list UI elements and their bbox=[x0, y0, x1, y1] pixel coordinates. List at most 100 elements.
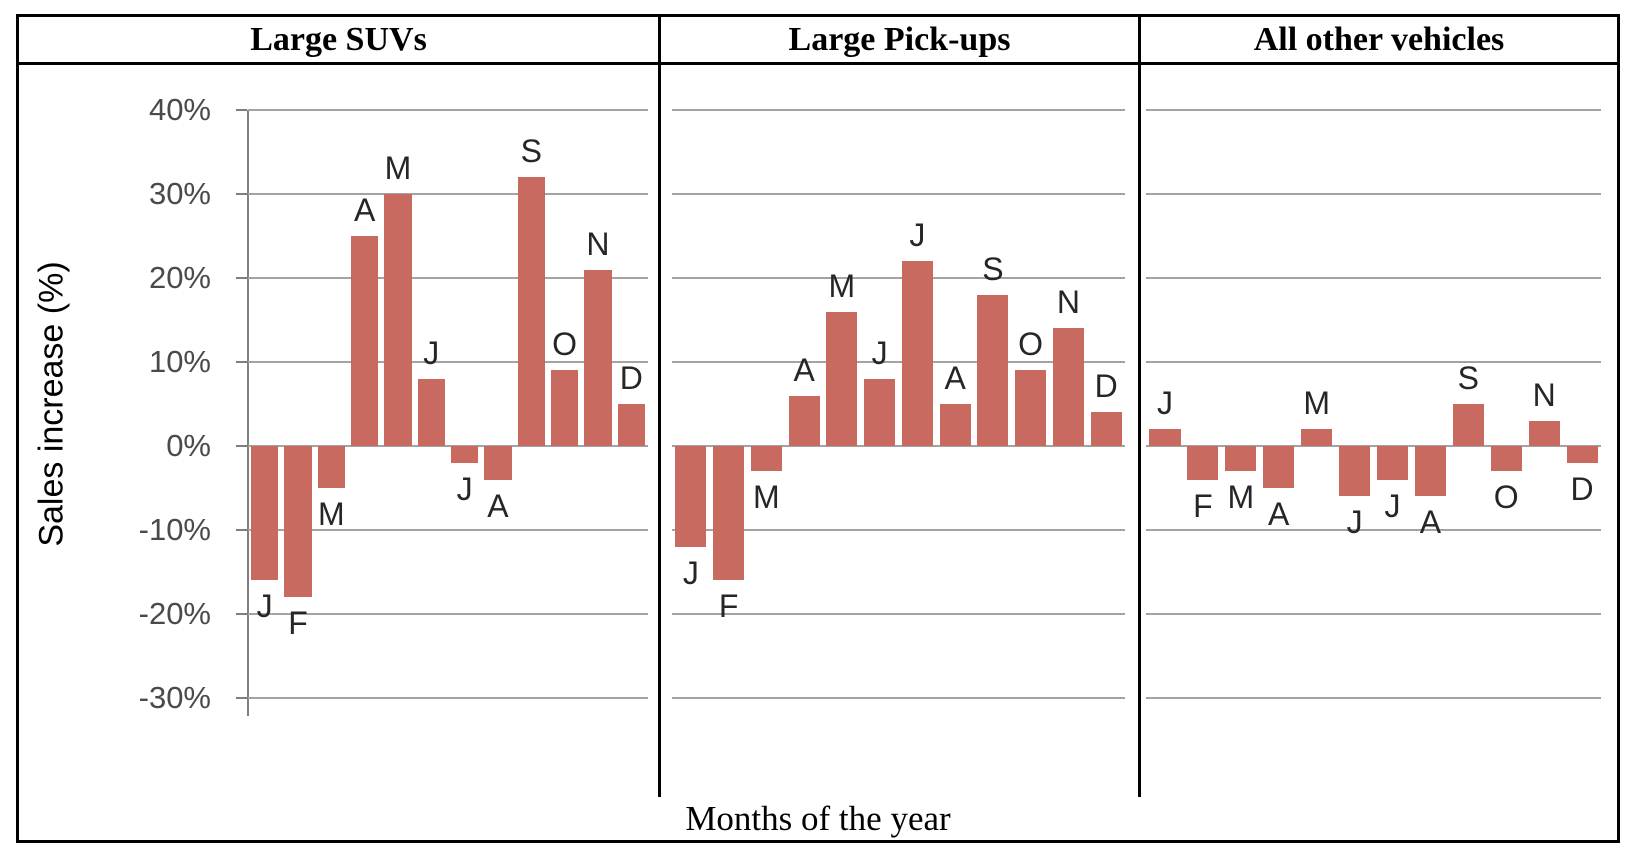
bar-slot: D bbox=[615, 110, 648, 698]
month-label: S bbox=[1457, 360, 1479, 396]
bar-F bbox=[1187, 446, 1219, 480]
month-label: F bbox=[288, 605, 308, 642]
month-label: A bbox=[944, 360, 966, 396]
bar-slot: M bbox=[315, 110, 348, 698]
month-label: J bbox=[682, 554, 699, 591]
gridline-30 bbox=[672, 193, 1125, 195]
bar-slot: N bbox=[1050, 110, 1088, 698]
gridline-30 bbox=[248, 193, 648, 195]
bar-slot: M bbox=[1222, 110, 1260, 698]
bar-S bbox=[517, 177, 545, 446]
panel-title-all-other-vehicles: All other vehicles bbox=[1253, 20, 1505, 58]
month-label: M bbox=[1227, 479, 1255, 516]
gridline-10 bbox=[248, 361, 648, 363]
bar-slot: J bbox=[1374, 110, 1412, 698]
bar-slot: A bbox=[481, 110, 514, 698]
month-label: M bbox=[753, 479, 780, 516]
month-label: O bbox=[1493, 479, 1519, 516]
bar-slot: M bbox=[1298, 110, 1336, 698]
bar-O bbox=[1490, 446, 1522, 472]
bar-A bbox=[788, 395, 820, 446]
bar-slot: F bbox=[281, 110, 314, 698]
month-label: N bbox=[1056, 284, 1080, 321]
bar-O bbox=[550, 370, 579, 446]
month-label: S bbox=[520, 133, 542, 170]
bar-A bbox=[1414, 446, 1446, 497]
bar-J bbox=[250, 446, 279, 581]
bar-J bbox=[901, 261, 933, 446]
bar-slot: A bbox=[785, 110, 823, 698]
bar-J bbox=[1376, 446, 1409, 480]
bar-slot: M bbox=[381, 110, 414, 698]
bar-N bbox=[1528, 420, 1560, 446]
month-label: J bbox=[1156, 385, 1173, 422]
bar-D bbox=[617, 404, 645, 446]
bar-S bbox=[1452, 404, 1484, 446]
gridline-20 bbox=[1146, 277, 1601, 279]
bar-slot: S bbox=[1449, 110, 1487, 698]
bar-M bbox=[1301, 429, 1333, 446]
y-tick-mark--10 bbox=[236, 529, 247, 531]
y-tick-label-40: 40% bbox=[148, 92, 211, 127]
month-label: J bbox=[909, 217, 926, 254]
bar-slot: M bbox=[748, 110, 786, 698]
bar-slot: A bbox=[1260, 110, 1298, 698]
bar-M bbox=[1225, 446, 1257, 472]
gridline--20 bbox=[248, 613, 648, 615]
gridline-0 bbox=[672, 445, 1125, 447]
month-label: S bbox=[982, 250, 1004, 287]
month-label: D bbox=[619, 360, 643, 396]
bar-S bbox=[977, 294, 1009, 446]
gridline-20 bbox=[248, 277, 648, 279]
bar-A bbox=[484, 446, 512, 480]
month-label: J bbox=[1384, 487, 1401, 524]
bar-slot: A bbox=[348, 110, 381, 698]
month-label: J bbox=[1346, 504, 1363, 541]
month-label: M bbox=[1303, 385, 1330, 422]
bar-slot: D bbox=[1087, 110, 1125, 698]
gridline-30 bbox=[1146, 193, 1601, 195]
panel-title-large-suvs: Large SUVs bbox=[19, 17, 661, 62]
y-tick-mark-30 bbox=[236, 193, 247, 195]
gridline--10 bbox=[248, 529, 648, 531]
bar-M bbox=[826, 311, 858, 446]
figure-border-box: Large SUVs Large Pick-ups All other vehi… bbox=[16, 14, 1620, 843]
month-label: D bbox=[1570, 470, 1594, 507]
gridline-10 bbox=[1146, 361, 1601, 363]
month-label: J bbox=[456, 470, 473, 507]
bar-slot: O bbox=[1012, 110, 1050, 698]
bar-M bbox=[317, 446, 345, 488]
month-label: J bbox=[871, 334, 888, 371]
bar-slot: O bbox=[1487, 110, 1525, 698]
gridline--10 bbox=[1146, 529, 1601, 531]
bar-M bbox=[384, 194, 412, 446]
month-label: J bbox=[256, 588, 273, 625]
month-label: N bbox=[1532, 376, 1556, 413]
bar-slot: D bbox=[1563, 110, 1601, 698]
y-tick-mark-40 bbox=[236, 109, 247, 111]
y-axis-title: Sales increase (%) bbox=[32, 261, 71, 547]
gridline-0 bbox=[1146, 445, 1601, 447]
bar-slot: A bbox=[1411, 110, 1449, 698]
gridline--30 bbox=[1146, 697, 1601, 699]
bar-slot: S bbox=[974, 110, 1012, 698]
month-label: M bbox=[384, 150, 412, 186]
bar-J bbox=[417, 378, 445, 446]
bar-N bbox=[1052, 328, 1084, 446]
gridline-40 bbox=[248, 109, 648, 111]
month-label: O bbox=[552, 326, 578, 363]
panel-title-row: Large SUVs Large Pick-ups All other vehi… bbox=[19, 17, 1617, 65]
gridline-40 bbox=[672, 109, 1125, 111]
month-label: M bbox=[828, 267, 856, 304]
gridline--10 bbox=[672, 529, 1125, 531]
month-label: N bbox=[586, 225, 610, 262]
y-tick-label-10: 10% bbox=[148, 344, 211, 379]
gridline--20 bbox=[672, 613, 1125, 615]
month-label: A bbox=[793, 351, 815, 388]
